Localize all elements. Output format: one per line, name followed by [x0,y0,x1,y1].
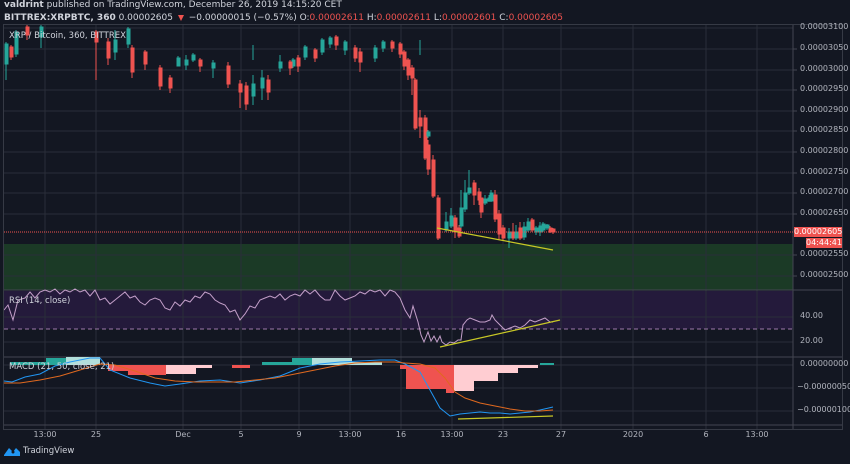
macd-axis-label: −0.00000100 [797,405,850,414]
price-axis-label: 0.00002700 [800,187,849,196]
macd-axis-label: 0.00000000 [800,359,849,368]
open-label: O: [299,13,310,23]
macd-histogram [10,357,554,393]
axis-ticks [793,48,797,277]
time-axis-label: 9 [296,430,302,439]
time-axis-label: 13:00 [33,430,57,439]
price-axis-label: 0.00002800 [800,146,849,155]
price-axis-label: 0.00002500 [800,270,849,279]
close-label: C: [499,13,509,23]
price-axis-label: 0.00002550 [800,249,849,258]
tradingview-logo-icon [4,448,20,456]
macd-trendline[interactable] [457,415,554,420]
tradingview-logo[interactable]: TradingView [4,446,74,456]
published-text: published on TradingView.com, December 2… [46,0,342,10]
main-pane-title: XRP / Bitcoin, 360, BITTREX [9,31,126,41]
price-trendline[interactable] [436,227,554,251]
close-value: 0.00002605 [508,13,563,23]
price-axis-label: 0.00002850 [800,125,849,134]
price-axis-label: 0.00002950 [800,84,849,93]
last-price: 0.00002605 [118,13,173,23]
author-name[interactable]: valdrint [4,0,44,10]
low-label: L: [433,13,442,23]
down-triangle-icon [177,14,184,21]
symbol-label: BITTREX:XRPBTC, 360 [4,13,116,23]
price-axis-label: 0.00003050 [800,43,849,52]
high-label: H: [366,13,377,23]
logo-text: TradingView [23,446,75,456]
rsi-line [3,288,553,346]
bar-countdown-tag: 04:44:41 [806,238,842,248]
rsi-pane-title: RSI (14, close) [9,296,71,306]
time-axis-label: 16 [395,430,407,439]
open-value: 0.00002611 [309,13,364,23]
macd-line [3,357,554,417]
time-axis-label: 13:00 [338,430,362,439]
pane-separators [4,25,843,430]
rsi-axis-label: 20.00 [800,336,823,345]
rsi-axis-label: 40.00 [800,311,823,320]
low-value: 0.00002601 [441,13,497,23]
price-axis-label: 0.00003100 [800,22,849,31]
macd-pane-title: MACD (21, 50, close, 21) [9,362,115,372]
price-grid [4,27,793,412]
time-axis-label: 5 [238,430,244,439]
publish-info: valdrint published on TradingView.com, D… [4,0,342,10]
price-axis-label: 0.00002650 [800,208,849,217]
price-axis-label: 0.00002750 [800,167,849,176]
high-value: 0.00002611 [376,13,432,23]
symbol-info-bar: BITTREX:XRPBTC, 360 0.00002605 −0.000000… [4,13,563,23]
candlesticks [4,25,556,248]
time-axis-label: 13:00 [745,430,769,439]
time-axis-label: 13:00 [440,430,464,439]
time-axis-label: 23 [497,430,509,439]
time-axis-label: 25 [90,430,102,439]
price-change: −0.00000015 (−0.57%) [188,13,297,23]
macd-axis-label: −0.00000050 [797,382,850,391]
time-axis-label: 2020 [622,430,644,439]
time-axis-label: 6 [703,430,709,439]
price-axis-label: 0.00003000 [800,64,849,73]
chart-frame [3,24,843,430]
time-axis-label: 27 [555,430,567,439]
time-axis-label: Dec [175,430,191,439]
current-price-tag: 0.00002605 [794,227,843,237]
support-zone [4,244,793,290]
price-axis-label: 0.00002900 [800,105,849,114]
rsi-trendline[interactable] [439,319,561,348]
signal-line [4,361,554,412]
